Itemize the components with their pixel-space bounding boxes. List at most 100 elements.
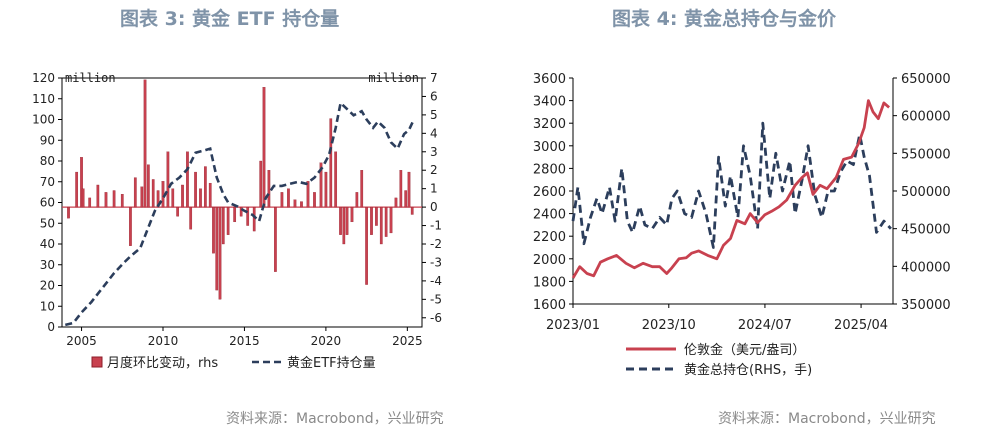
bar-monthly-change [410, 206, 414, 215]
y-right-tick-label: -4 [430, 274, 442, 288]
bar-monthly-change [262, 87, 266, 208]
bar-monthly-change [355, 192, 359, 208]
y-left-tick-label: 30 [40, 258, 55, 272]
bar-monthly-change [189, 206, 193, 230]
bar-monthly-change [365, 206, 368, 285]
y-right-tick-label: -6 [430, 311, 442, 325]
source-note-right: 资料来源：Macrobond，兴业研究 [718, 411, 936, 427]
y-right-tick-label: 0 [430, 200, 438, 214]
x-tick-label: 2025 [392, 334, 423, 348]
bar-monthly-change [233, 206, 237, 223]
bar-monthly-change [176, 206, 180, 217]
bar-monthly-change [407, 171, 411, 208]
y-left-tick-label: 110 [32, 92, 55, 106]
bar-monthly-change [239, 206, 243, 217]
bar-monthly-change [313, 192, 316, 208]
bar-monthly-change [203, 166, 207, 208]
bar-monthly-change [226, 206, 230, 235]
y-right-tick-label: 2 [430, 163, 438, 177]
bar-monthly-change [80, 157, 83, 208]
y-left-tick-label: 90 [40, 133, 55, 147]
bar-monthly-change [345, 206, 349, 235]
bar-monthly-change [186, 151, 189, 208]
bar-monthly-change [212, 206, 215, 254]
bar-monthly-change [259, 160, 263, 208]
bar-monthly-change [171, 188, 175, 208]
y-left-tick-label: 10 [40, 299, 55, 313]
y-right-unit: million [368, 71, 419, 85]
bar-monthly-change [339, 206, 342, 235]
chart-title-total-holdings-gold-price: 图表 4: 黄金总持仓与金价 [612, 8, 837, 30]
x-tick-label: 2015 [229, 334, 260, 348]
y-right-tick-label: 7 [430, 71, 438, 85]
bar-monthly-change [146, 164, 150, 208]
bar-monthly-change [267, 170, 271, 208]
y-left-tick-label: 120 [32, 71, 55, 85]
y-right-tick-label: -2 [430, 237, 442, 251]
x-tick-label: 2010 [148, 334, 179, 348]
bar-monthly-change [274, 206, 277, 272]
bar-monthly-change [88, 197, 92, 208]
chart-title-etf-holdings: 图表 3: 黄金 ETF 持仓量 [120, 8, 340, 30]
bar-monthly-change [112, 190, 116, 208]
y-left-tick-label: 80 [40, 154, 55, 168]
bar-monthly-change [280, 192, 284, 208]
bar-monthly-change [194, 171, 197, 208]
bar-monthly-change [218, 206, 222, 300]
y-left-tick-label: 60 [40, 196, 55, 210]
x-tick-label: 2005 [66, 334, 97, 348]
bar-monthly-change [384, 206, 388, 237]
bar-monthly-change [379, 206, 383, 245]
bar-monthly-change [140, 186, 144, 208]
bar-monthly-change [324, 171, 328, 208]
bar-monthly-change [120, 194, 124, 208]
bar-monthly-change [199, 188, 202, 208]
series-line-etf-holdings [64, 100, 416, 327]
bar-monthly-change [104, 192, 108, 208]
bar-monthly-change [156, 190, 160, 208]
y-right-tick-label: 6 [430, 89, 438, 103]
y-right-tick-label: -3 [430, 255, 442, 269]
bar-monthly-change [300, 201, 303, 208]
source-note-left: 资料来源：Macrobond，兴业研究 [226, 411, 444, 427]
y-right-tick-label: 1 [430, 182, 438, 196]
y-right-tick-label: 4 [430, 126, 438, 140]
bar-monthly-change [221, 206, 225, 245]
bar-monthly-change [375, 206, 378, 226]
bar-monthly-change [404, 190, 408, 208]
bar-monthly-change [133, 177, 137, 208]
bar-monthly-change [370, 206, 373, 235]
bar-monthly-change [96, 184, 100, 208]
bar-monthly-change [181, 184, 184, 208]
x-tick-label: 2020 [311, 334, 342, 348]
bar-monthly-change [389, 206, 393, 234]
y-left-tick-label: 20 [40, 279, 55, 293]
bar-monthly-change [67, 206, 70, 219]
legend-label-etf-holdings: 黄金ETF持仓量 [287, 355, 376, 371]
bar-monthly-change [166, 151, 170, 208]
bar-monthly-change [215, 206, 219, 291]
legend-swatch-monthly-change [91, 356, 103, 368]
bar-monthly-change [129, 206, 132, 246]
y-left-tick-label: 50 [40, 216, 55, 230]
y-right-tick-label: -1 [430, 219, 442, 233]
bar-monthly-change [350, 206, 354, 223]
bar-monthly-change [81, 188, 85, 208]
y-right-tick-label: 3 [430, 145, 438, 159]
bar-monthly-change [319, 162, 323, 208]
legend-label-monthly-change: 月度环比变动，rhs [107, 355, 218, 371]
y-right-tick-label: -5 [430, 292, 442, 306]
bar-monthly-change [208, 182, 212, 208]
bar-monthly-change [360, 170, 364, 208]
bar-monthly-change [151, 179, 155, 208]
y-right-tick-label: 5 [430, 108, 438, 122]
bar-monthly-change [329, 118, 333, 208]
bar-monthly-change [342, 206, 346, 245]
bar-monthly-change [75, 171, 79, 208]
y-left-unit: million [65, 71, 116, 85]
bar-monthly-change [246, 206, 250, 226]
bar-monthly-change [143, 79, 147, 208]
bar-monthly-change [306, 181, 310, 208]
bar-monthly-change [252, 206, 256, 232]
